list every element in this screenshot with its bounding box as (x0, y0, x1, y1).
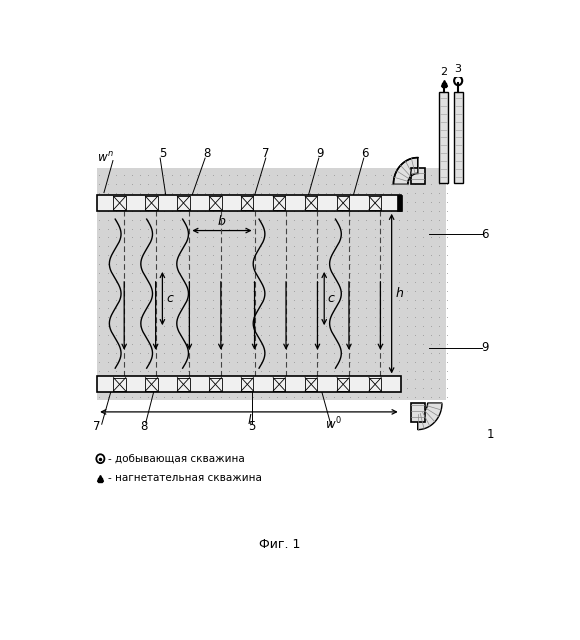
Text: $w^n$: $w^n$ (97, 151, 114, 165)
FancyBboxPatch shape (411, 168, 425, 184)
Text: 6: 6 (481, 228, 489, 241)
Text: 3: 3 (455, 64, 462, 74)
Text: 7: 7 (93, 420, 101, 433)
FancyBboxPatch shape (97, 168, 445, 399)
Text: 2: 2 (440, 67, 447, 77)
Polygon shape (393, 157, 418, 184)
Text: 6: 6 (361, 147, 368, 160)
Text: 8: 8 (141, 420, 148, 433)
Text: - нагнетательная скважина: - нагнетательная скважина (108, 474, 262, 483)
Text: $w^0$: $w^0$ (325, 416, 342, 433)
FancyBboxPatch shape (411, 403, 425, 422)
FancyBboxPatch shape (97, 195, 401, 211)
Text: b: b (218, 215, 226, 228)
Text: l: l (247, 414, 251, 428)
Text: 9: 9 (316, 147, 324, 160)
FancyBboxPatch shape (397, 195, 403, 211)
Text: 5: 5 (159, 147, 166, 160)
Text: 7: 7 (262, 147, 270, 160)
FancyBboxPatch shape (439, 92, 448, 183)
Text: 1: 1 (487, 428, 494, 440)
Polygon shape (418, 403, 442, 429)
FancyBboxPatch shape (97, 376, 401, 392)
Text: h: h (395, 287, 403, 300)
Text: c: c (328, 292, 335, 305)
Text: 8: 8 (204, 147, 211, 160)
Text: 5: 5 (249, 420, 256, 433)
Text: c: c (166, 292, 173, 305)
Text: 9: 9 (481, 341, 489, 355)
Text: Фиг. 1: Фиг. 1 (259, 538, 300, 552)
Polygon shape (393, 157, 418, 184)
FancyBboxPatch shape (454, 92, 463, 183)
Text: - добывающая скважина: - добывающая скважина (108, 454, 245, 464)
